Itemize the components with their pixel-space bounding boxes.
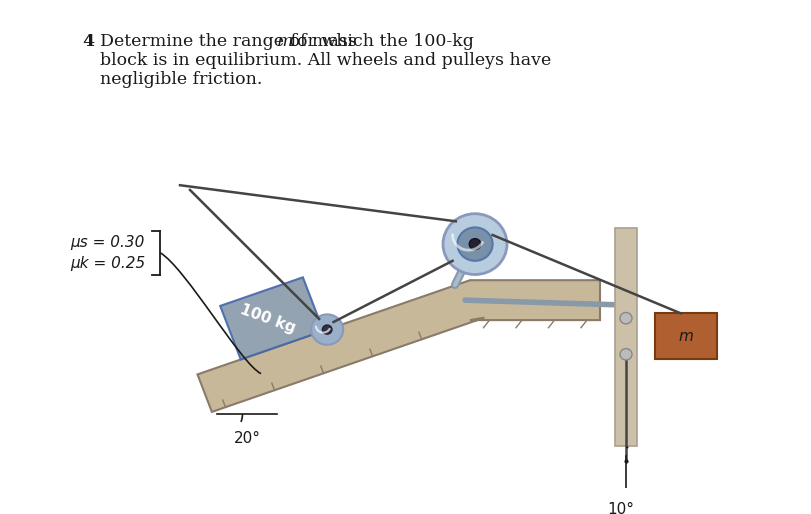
- Polygon shape: [220, 278, 323, 359]
- Polygon shape: [197, 280, 599, 412]
- Circle shape: [443, 214, 506, 274]
- Circle shape: [322, 325, 332, 334]
- Bar: [654, 314, 716, 359]
- Text: m: m: [276, 33, 293, 50]
- Text: μk = 0.25: μk = 0.25: [70, 255, 145, 270]
- Text: m: m: [678, 329, 693, 344]
- Text: Determine the range of mass: Determine the range of mass: [100, 33, 362, 50]
- Circle shape: [457, 227, 492, 261]
- Text: 100 kg: 100 kg: [238, 301, 297, 335]
- Text: block is in equilibrium. All wheels and pulleys have: block is in equilibrium. All wheels and …: [100, 52, 551, 69]
- Text: 4: 4: [82, 33, 94, 50]
- Text: 10°: 10°: [607, 502, 633, 514]
- Circle shape: [311, 315, 343, 345]
- Circle shape: [620, 313, 631, 324]
- Text: negligible friction.: negligible friction.: [100, 71, 262, 88]
- Text: for which the 100-kg: for which the 100-kg: [285, 33, 474, 50]
- Text: μs = 0.30: μs = 0.30: [70, 235, 144, 250]
- Bar: [614, 228, 636, 447]
- Circle shape: [469, 238, 480, 250]
- Circle shape: [620, 348, 631, 360]
- Text: 20°: 20°: [234, 431, 260, 446]
